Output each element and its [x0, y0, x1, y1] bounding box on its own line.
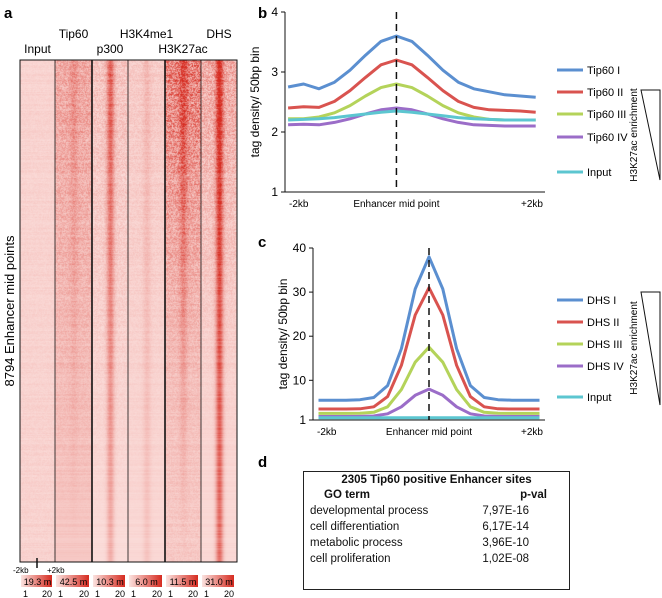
pval-header: p-val [520, 489, 547, 501]
heatmap-column-header: Input [24, 42, 51, 56]
colorbar-max-label: 20 [152, 589, 162, 598]
legend-label: DHS III [587, 339, 622, 351]
panel-label-c: c [258, 234, 266, 251]
y-tick-label: 2 [271, 125, 278, 139]
x-axis-label: Enhancer mid point [386, 427, 472, 438]
legend-label: DHS I [587, 295, 616, 307]
go-table-row: cell proliferation 1,02E-08 [304, 549, 569, 565]
heatmap-x-left: -2kb [13, 566, 29, 575]
legend-label: Tip60 II [587, 87, 623, 99]
y-axis-label: tag density/ 50bp bin [276, 279, 290, 390]
x-tick-label-left: -2kb [289, 199, 309, 210]
colorbar-max: 6.0 m [135, 577, 158, 587]
colorbar-max: 10.3 m [96, 577, 124, 587]
go-table-row: cell differentiation 6,17E-14 [304, 517, 569, 533]
x-tick-label-right: +2kb [521, 199, 543, 210]
colorbar-min-label: 1 [58, 589, 63, 598]
panel-label-a: a [4, 5, 13, 22]
go-term: metabolic process [310, 537, 403, 549]
colorbar [21, 575, 52, 587]
p-value: 7,97E-16 [482, 505, 529, 517]
go-term: developmental process [310, 505, 429, 517]
colorbar-min-label: 1 [204, 589, 209, 598]
p-value: 3,96E-10 [482, 537, 529, 549]
y-tick-label: 1 [299, 413, 306, 427]
y-tick-label: 4 [271, 5, 278, 19]
legend-label: DHS II [587, 317, 619, 329]
series-line-tip60-i [287, 34, 536, 99]
panel-label-b: b [258, 5, 267, 22]
p-value: 1,02E-08 [482, 553, 529, 565]
enrichment-triangle-b [640, 89, 661, 181]
colorbar [93, 575, 125, 587]
legend-label: Input [587, 392, 611, 404]
x-tick-label-right: +2kb [521, 427, 543, 438]
heatmap-column-header: H3K27ac [158, 42, 207, 56]
colorbar-max-label: 20 [188, 589, 198, 598]
colorbar-max: 42.5 m [60, 577, 88, 587]
heatmap-x-right: +2kb [47, 566, 65, 575]
colorbar [129, 575, 162, 587]
go-table: 2305 Tip60 positive Enhancer sites GO te… [303, 471, 570, 590]
heatmap-border [19, 59, 238, 563]
y-tick-label: 1 [271, 185, 278, 199]
colorbar-max-label: 20 [79, 589, 89, 598]
go-table-row: developmental process 7,97E-16 [304, 501, 569, 517]
y-tick-label: 20 [293, 329, 307, 343]
go-table-title: 2305 Tip60 positive Enhancer sites [341, 474, 532, 486]
colorbar [166, 575, 198, 587]
go-table-header: GO term p-val [304, 486, 569, 501]
y-tick-label: 10 [293, 373, 307, 387]
go-term-header: GO term [324, 489, 371, 501]
p-value: 6,17E-14 [482, 521, 529, 533]
colorbar-min-label: 1 [168, 589, 173, 598]
series-line-tip60-ii [287, 58, 536, 114]
heatmap-column-header: Tip60 [59, 27, 89, 41]
colorbar-max-label: 20 [115, 589, 125, 598]
colorbar [202, 575, 234, 587]
y-tick-label: 40 [293, 241, 307, 255]
colorbar-max-label: 20 [224, 589, 234, 598]
go-term: cell differentiation [310, 521, 400, 533]
heatmap-column-header: DHS [206, 27, 231, 41]
colorbar-max: 19.3 m [24, 577, 52, 587]
legend-label: Input [587, 167, 611, 179]
side-label-b: H3K27ac enrichment [629, 88, 640, 182]
legend-label: Tip60 III [587, 109, 626, 121]
heatmap-row-label: 8794 Enhancer mid points [2, 235, 17, 387]
legend-label: DHS IV [587, 361, 624, 373]
colorbar-max: 11.5 m [170, 577, 197, 587]
series-line-dhs-i [318, 255, 540, 402]
colorbar-min-label: 1 [95, 589, 100, 598]
x-tick-label-left: -2kb [317, 427, 337, 438]
y-axis-label: tag density/ 50bp bin [248, 47, 262, 158]
y-tick-label: 30 [293, 285, 307, 299]
colorbar-max: 31.0 m [205, 577, 233, 587]
enrichment-triangle-c [640, 291, 661, 406]
series-line-input [288, 109, 536, 122]
side-label-c: H3K27ac enrichment [629, 301, 640, 395]
panel-label-d: d [258, 454, 267, 471]
colorbar-min-label: 1 [131, 589, 136, 598]
series-line-tip60-iv [288, 106, 536, 128]
legend-label: Tip60 I [587, 65, 620, 77]
colorbar [56, 575, 89, 587]
go-table-row: metabolic process 3,96E-10 [304, 533, 569, 549]
legend-label: Tip60 IV [587, 132, 628, 144]
y-tick-label: 3 [271, 65, 278, 79]
go-term: cell proliferation [310, 553, 391, 565]
colorbar-min-label: 1 [23, 589, 28, 598]
colorbar-max-label: 20 [42, 589, 52, 598]
heatmap-column-header: p300 [97, 42, 124, 56]
series-line-tip60-iii [288, 82, 536, 122]
x-axis-label: Enhancer mid point [353, 199, 439, 210]
heatmap-column-header: H3K4me1 [120, 27, 174, 41]
